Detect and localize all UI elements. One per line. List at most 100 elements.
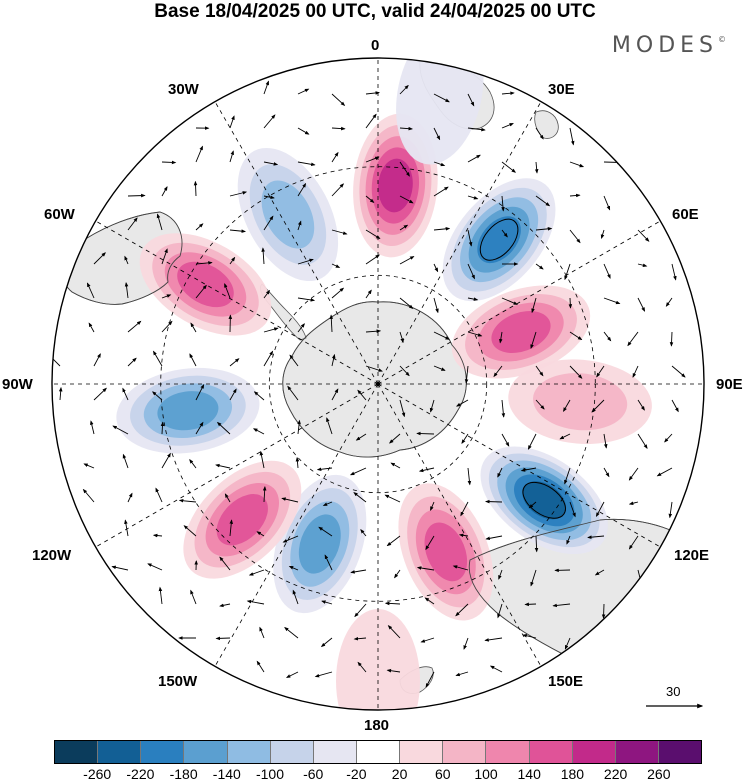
- wind-vector: [365, 365, 383, 372]
- wind-vector: [534, 161, 539, 174]
- wind-vector: [229, 115, 235, 129]
- longitude-label-150w: 150W: [158, 673, 198, 690]
- colorbar-swatch: [270, 741, 314, 763]
- meridian-line: [377, 101, 542, 385]
- wind-vector: [600, 229, 605, 239]
- wind-vector: [331, 183, 345, 197]
- wind-vector: [460, 501, 469, 517]
- wind-vector: [603, 331, 612, 342]
- wind-vector: [399, 399, 406, 418]
- wind-vector: [467, 297, 479, 301]
- wind-vector: [530, 569, 537, 587]
- wind-vector: [455, 671, 469, 677]
- wind-vector: [559, 433, 571, 440]
- wind-vector: [229, 150, 234, 163]
- wind-vector: [331, 126, 346, 131]
- meridian-line: [377, 220, 661, 385]
- wind-vector: [524, 602, 537, 607]
- longitude-label-60w: 60W: [44, 206, 75, 223]
- wind-vector: [535, 365, 544, 377]
- wind-vector: [263, 327, 279, 333]
- wind-vector: [568, 297, 573, 309]
- wind-vector: [224, 283, 231, 299]
- wind-vector: [384, 601, 401, 606]
- wind-vector: [127, 193, 146, 198]
- wind-vector: [497, 467, 503, 478]
- reference-vector-arrow: [646, 703, 704, 709]
- wind-vector: [425, 671, 435, 688]
- wind-vector: [665, 297, 673, 307]
- wind-vector: [365, 254, 380, 265]
- wind-vector: [530, 331, 537, 349]
- wind-vector: [429, 399, 435, 413]
- wind-vector: [354, 603, 367, 618]
- wind-vector: [668, 501, 673, 519]
- wind-vector: [433, 186, 449, 197]
- reference-vector-value: 30: [666, 684, 681, 699]
- modes-logo: MODES©: [612, 33, 726, 58]
- wind-vector: [603, 263, 611, 279]
- wind-vector: [531, 297, 537, 314]
- wind-vector: [365, 329, 382, 333]
- wind-vector: [331, 388, 339, 401]
- wind-vector: [569, 193, 581, 198]
- wind-vector: [161, 452, 171, 469]
- anomaly-positive: [508, 359, 652, 445]
- wind-vector: [365, 156, 380, 163]
- wind-vector: [195, 145, 203, 163]
- wind-vector: [566, 535, 571, 545]
- wind-vector: [195, 284, 207, 299]
- wind-vector: [297, 258, 314, 265]
- wind-vector: [671, 399, 679, 413]
- longitude-label-30w: 30W: [168, 81, 199, 98]
- wind-vector: [430, 501, 435, 512]
- wind-vector: [535, 263, 544, 270]
- wind-vector: [535, 195, 551, 207]
- wind-vector: [289, 354, 299, 367]
- south-pole-marker: [375, 381, 381, 387]
- wind-vector: [527, 433, 537, 450]
- wind-vector: [587, 535, 605, 539]
- wind-vector: [433, 365, 446, 371]
- wind-vector: [387, 625, 401, 639]
- wind-vectors: [52, 80, 686, 688]
- wind-vector: [355, 433, 367, 441]
- colorbar-swatch: [98, 741, 142, 763]
- wind-vector: [183, 525, 197, 537]
- anomaly-contour-fill: [177, 261, 234, 308]
- wind-vector: [161, 160, 177, 165]
- colorbar-tick-label: 180: [560, 766, 585, 782]
- wind-vector: [219, 556, 231, 571]
- wind-vector: [399, 195, 414, 204]
- wind-vector: [127, 217, 138, 231]
- wind-vector: [433, 93, 450, 103]
- anomaly-contour-fill: [378, 158, 413, 213]
- wind-vector: [195, 223, 204, 231]
- wind-vector: [564, 637, 571, 650]
- wind-vector: [399, 256, 415, 265]
- antarctica-coastline: [282, 301, 467, 458]
- colorbar-swatch: [529, 741, 573, 763]
- wind-vector: [627, 331, 639, 347]
- wind-vector: [288, 565, 299, 571]
- wind-vector: [433, 331, 450, 340]
- wind-vector: [318, 526, 333, 537]
- wind-vector: [628, 467, 639, 481]
- wind-vector: [569, 229, 581, 244]
- colorbar-tick-label: 20: [391, 766, 408, 782]
- modes-logo-text: MODES: [611, 33, 718, 58]
- wind-vector: [501, 229, 508, 238]
- wind-vector: [394, 569, 401, 579]
- colorbar-tick-label: -20: [346, 766, 367, 782]
- copyright-mark: ©: [718, 35, 726, 44]
- wind-vector: [425, 535, 435, 551]
- wind-vector: [263, 289, 271, 299]
- wind-vector: [365, 113, 377, 129]
- anomaly-contour-fill: [491, 311, 551, 353]
- wind-vector: [501, 195, 505, 212]
- wind-vector: [594, 569, 605, 576]
- wind-vector: [467, 93, 475, 107]
- wind-vector: [285, 671, 299, 678]
- wind-vector: [350, 569, 367, 574]
- wind-vector: [485, 535, 503, 541]
